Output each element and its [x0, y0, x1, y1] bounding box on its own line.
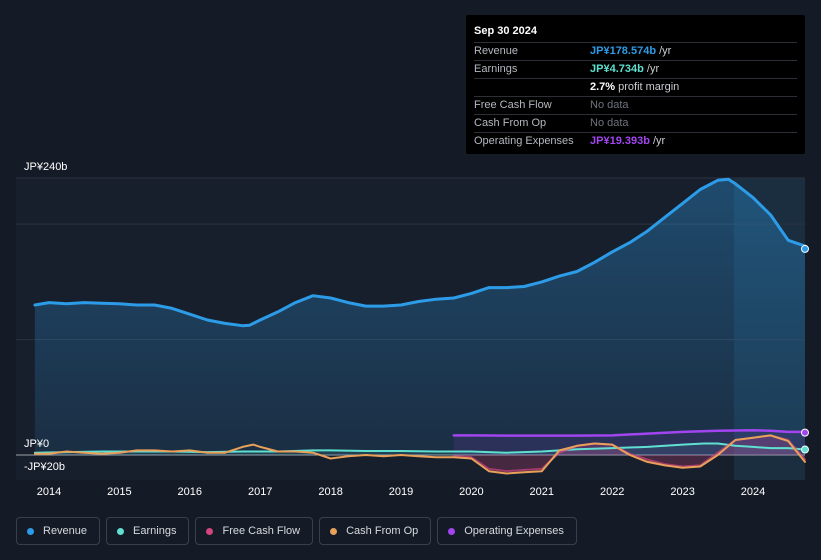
legend-label: Cash From Op — [346, 525, 419, 537]
y-label-bottom: -JP¥20b — [24, 461, 65, 473]
legend-dot-icon — [206, 527, 214, 535]
legend-label: Free Cash Flow — [222, 525, 301, 537]
series-lines — [33, 177, 807, 475]
tooltip-value-suffix: profit margin — [615, 81, 680, 93]
tooltip-row: Free Cash Flow No data — [474, 97, 797, 115]
x-tick-label: 2021 — [530, 486, 554, 498]
x-tick-label: 2024 — [741, 486, 765, 498]
x-tick-label: 2020 — [459, 486, 483, 498]
earnings-endpoint-marker — [801, 445, 809, 454]
tooltip-row-value: No data — [590, 115, 629, 132]
revenue-endpoint-marker — [801, 244, 809, 253]
tooltip-value-suffix: /yr — [656, 45, 672, 57]
tooltip-value-number: JP¥178.574b — [590, 45, 657, 57]
legend-dot-icon — [330, 527, 338, 535]
tooltip-row: Revenue JP¥178.574b /yr — [474, 43, 797, 61]
tooltip-value-number: JP¥4.734b — [590, 63, 644, 75]
legend-item-operating-expenses[interactable]: Operating Expenses — [437, 517, 577, 545]
tooltip-row-value: JP¥4.734b /yr — [590, 61, 659, 78]
legend-dot-icon — [27, 527, 34, 535]
x-tick-label: 2023 — [670, 486, 694, 498]
tooltip-value-number: JP¥19.393b — [590, 135, 650, 147]
legend-label: Revenue — [43, 525, 88, 537]
tooltip-value-suffix: /yr — [649, 135, 666, 147]
legend-dot-icon — [448, 527, 456, 535]
y-label-zero: JP¥0 — [24, 438, 49, 450]
tooltip-value-number: No data — [590, 99, 629, 111]
cash-from-op-line — [33, 434, 806, 475]
x-tick-label: 2018 — [318, 486, 342, 498]
x-tick-label: 2017 — [248, 486, 272, 498]
operating-expenses-endpoint-marker — [801, 428, 809, 437]
legend-label: Operating Expenses — [464, 525, 564, 537]
tooltip-value-number: 2.7% — [590, 81, 616, 93]
tooltip-row-label: Revenue — [474, 45, 519, 57]
tooltip-row-label: Earnings — [474, 63, 518, 75]
legend-dot-icon — [117, 527, 125, 535]
x-tick-label: 2019 — [389, 486, 413, 498]
tooltip-row: Operating Expenses JP¥19.393b /yr — [474, 133, 797, 150]
tooltip-rows: Revenue JP¥178.574b /yr Earnings JP¥4.734b … — [474, 43, 797, 150]
tooltip-panel: Sep 30 2024 Revenue JP¥178.574b /yr Earnin… — [466, 15, 805, 154]
x-tick-label: 2022 — [600, 486, 624, 498]
revenue-line — [33, 177, 807, 328]
tooltip-row: Cash From Op No data — [474, 115, 797, 133]
x-tick-label: 2014 — [37, 486, 61, 498]
tooltip-row: 2.7% profit margin — [474, 79, 797, 97]
series-endpoints — [801, 244, 809, 454]
tooltip-row: Earnings JP¥4.734b /yr — [474, 61, 797, 79]
tooltip-row-label: Cash From Op — [474, 117, 547, 129]
tooltip-row-label: Free Cash Flow — [474, 99, 552, 111]
legend-item-earnings[interactable]: Earnings — [106, 517, 190, 545]
legend-item-free-cash-flow[interactable]: Free Cash Flow — [195, 517, 314, 545]
tooltip-row-value: JP¥19.393b /yr — [590, 133, 665, 150]
legend-label: Earnings — [133, 525, 177, 537]
tooltip-date: Sep 30 2024 — [474, 24, 797, 43]
x-tick-label: 2015 — [107, 486, 131, 498]
legend: Revenue Earnings Free Cash Flow Cash From O… — [16, 517, 577, 545]
tooltip-value-suffix: /yr — [643, 63, 660, 75]
x-axis-ticks: 2014 2015 2016 2017 2018 2019 2020 2021 2022 2023… — [37, 486, 765, 498]
y-label-top: JP¥240b — [24, 161, 67, 173]
x-tick-label: 2016 — [178, 486, 202, 498]
revenue-area — [34, 179, 805, 455]
tooltip-row-value: No data — [590, 97, 629, 114]
tooltip-row-value: 2.7% profit margin — [590, 79, 679, 96]
operating-expenses-line — [452, 428, 807, 437]
legend-item-cash-from-op[interactable]: Cash From Op — [319, 517, 432, 545]
legend-item-revenue[interactable]: Revenue — [16, 517, 101, 545]
tooltip-value-number: No data — [590, 117, 629, 129]
tooltip-row-label: Operating Expenses — [474, 135, 574, 147]
tooltip-row-label — [474, 79, 590, 96]
free-cash-flow-area — [453, 435, 805, 472]
tooltip-row-value: JP¥178.574b /yr — [590, 43, 671, 60]
